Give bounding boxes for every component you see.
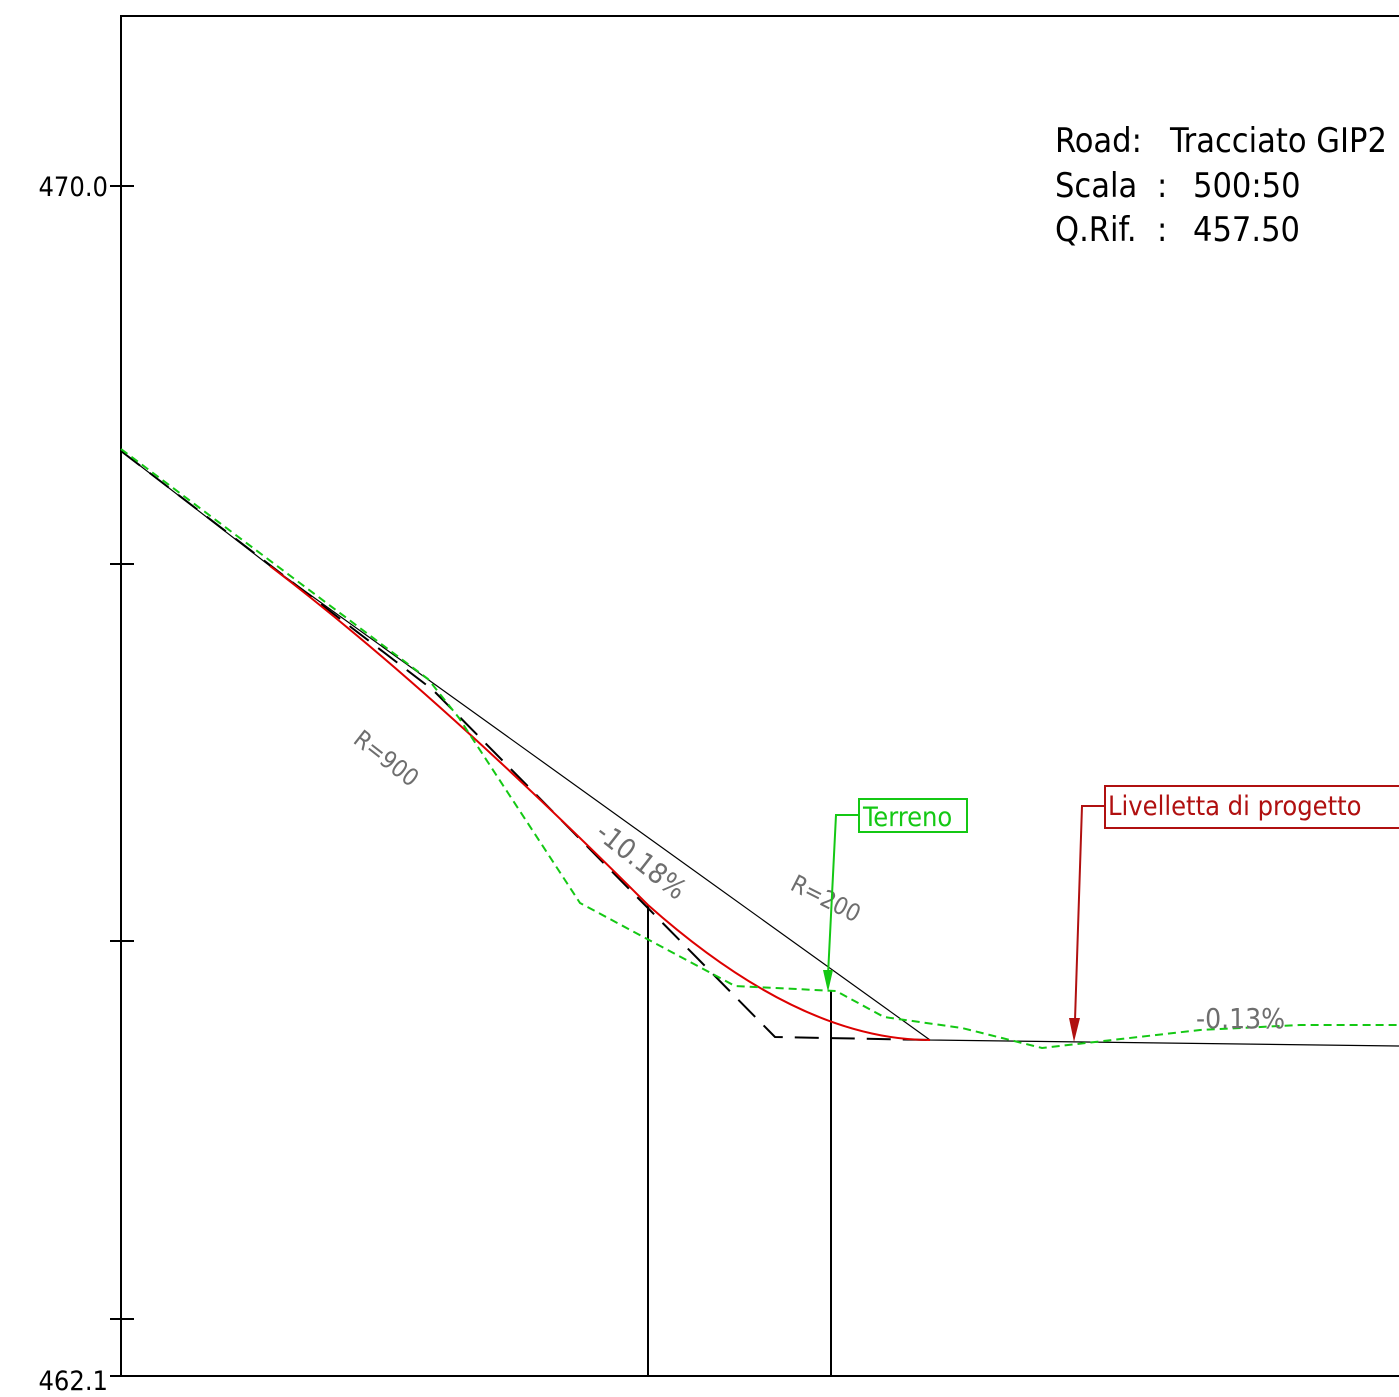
road-key: Road:	[1055, 121, 1142, 161]
radius-label: R=200	[786, 869, 865, 928]
grade-line	[120, 450, 1399, 1047]
slope-label: -10.18%	[590, 816, 693, 907]
tangent-polygon	[120, 450, 931, 1041]
terrain-arrowhead	[823, 970, 833, 992]
elevation-axis-ticks	[110, 185, 134, 1377]
design-leader	[1074, 805, 1105, 1021]
scale-separator: :	[1157, 166, 1167, 206]
terrain-callout: Terreno	[823, 798, 968, 992]
vertical-curve	[269, 565, 931, 1041]
reference-separator: :	[1157, 210, 1167, 250]
design-arrowhead	[1069, 1018, 1080, 1042]
axis-label-top: 470.0	[38, 172, 108, 203]
reference-key: Q.Rif.	[1055, 210, 1137, 250]
design-callout-label: Livelletta di progetto	[1108, 791, 1362, 822]
road-value: Tracciato GIP2	[1169, 121, 1387, 161]
terrain-line	[120, 448, 1399, 1050]
info-block: Road: Tracciato GIP2 Scala : 500:50 Q.Ri…	[1055, 121, 1387, 250]
drawing-frame	[120, 15, 1399, 1377]
axis-label-bottom: 462.1	[38, 1366, 108, 1397]
scale-value: 500:50	[1193, 166, 1301, 206]
terrain-callout-label: Terreno	[862, 802, 952, 833]
slope-label: -0.13%	[1196, 1002, 1285, 1035]
radius-label: R=900	[348, 725, 424, 793]
terrain-leader	[827, 814, 859, 976]
scale-key: Scala	[1055, 166, 1137, 206]
reference-value: 457.50	[1193, 210, 1300, 250]
design-callout: Livelletta di progetto	[1069, 785, 1399, 1042]
